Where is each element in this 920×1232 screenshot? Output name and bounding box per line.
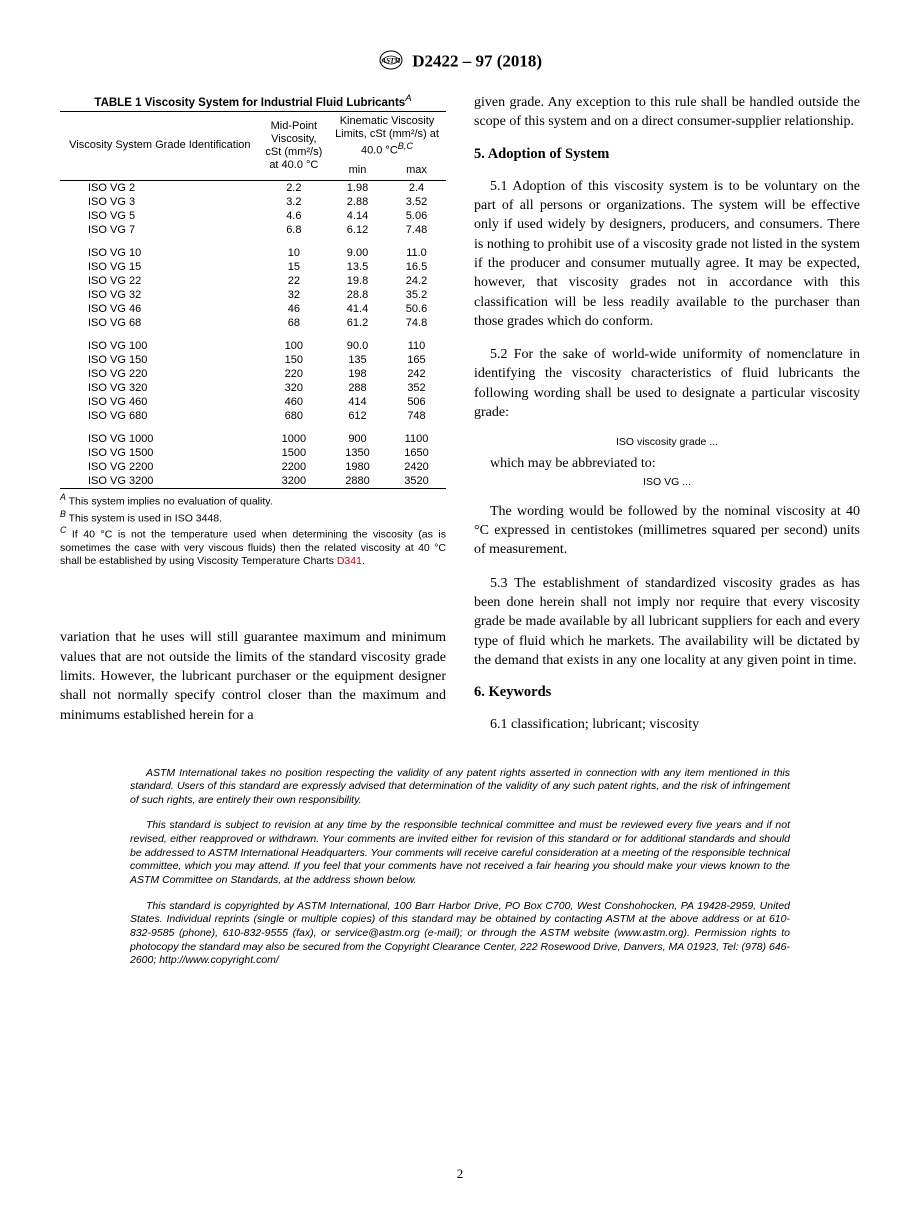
- th-max: max: [387, 161, 446, 181]
- table-row: ISO VG 33.22.883.52: [60, 195, 446, 209]
- left-column: TABLE 1 Viscosity System for Industrial …: [60, 93, 446, 749]
- svg-text:ASTM: ASTM: [380, 57, 401, 65]
- table-row: ISO VG 22.21.982.4: [60, 181, 446, 196]
- th-midpoint: Mid-Point Viscosity, cSt (mm²/s) at 40.0…: [260, 111, 328, 180]
- para-5-2: 5.2 For the sake of world-wide uniformit…: [474, 345, 860, 422]
- table-row: ISO VG 323228.835.2: [60, 288, 446, 302]
- page-header: ASTM D2422 – 97 (2018): [60, 50, 860, 75]
- table-row: ISO VG 460460414506: [60, 395, 446, 409]
- section-5-heading: 5. Adoption of System: [474, 146, 860, 163]
- para-5-2-follow: The wording would be followed by the nom…: [474, 502, 860, 560]
- boilerplate-p2: This standard is subject to revision at …: [130, 819, 790, 887]
- th-grade: Viscosity System Grade Identification: [60, 111, 260, 180]
- table-row: ISO VG 150150135165: [60, 353, 446, 367]
- boilerplate: ASTM International takes no position res…: [130, 767, 790, 968]
- boilerplate-p3: This standard is copyrighted by ASTM Int…: [130, 900, 790, 968]
- left-continuation-para: variation that he uses will still guaran…: [60, 628, 446, 725]
- table-row: ISO VG 680680612748: [60, 409, 446, 423]
- table-row: ISO VG 151513.516.5: [60, 260, 446, 274]
- table-title: TABLE 1 Viscosity System for Industrial …: [60, 93, 446, 109]
- right-top-para: given grade. Any exception to this rule …: [474, 93, 860, 132]
- table-row: ISO VG 100010009001100: [60, 423, 446, 446]
- boilerplate-p1: ASTM International takes no position res…: [130, 767, 790, 808]
- para-5-1: 5.1 Adoption of this viscosity system is…: [474, 177, 860, 332]
- d341-link[interactable]: D341: [337, 555, 362, 567]
- para-5-3: 5.3 The establishment of standardized vi…: [474, 574, 860, 671]
- table-row: ISO VG 320320288352: [60, 381, 446, 395]
- table-footnotes: A This system implies no evaluation of q…: [60, 492, 446, 568]
- table-row: ISO VG 222219.824.2: [60, 274, 446, 288]
- table-row: ISO VG 10010090.0110: [60, 330, 446, 353]
- table-row: ISO VG 464641.450.6: [60, 302, 446, 316]
- table-row: ISO VG 220220198242: [60, 367, 446, 381]
- astm-logo-icon: ASTM: [378, 50, 404, 75]
- para-5-2-abbr: which may be abbreviated to:: [474, 454, 860, 473]
- viscosity-table: Viscosity System Grade Identification Mi…: [60, 111, 446, 489]
- standard-designation: D2422 – 97 (2018): [412, 51, 542, 70]
- table-row: ISO VG 1500150013501650: [60, 446, 446, 460]
- table-row: ISO VG 686861.274.8: [60, 316, 446, 330]
- main-columns: TABLE 1 Viscosity System for Industrial …: [60, 93, 860, 749]
- iso-vg-label: ISO VG ...: [474, 476, 860, 488]
- page-number: 2: [60, 1166, 860, 1182]
- para-6-1: 6.1 classification; lubricant; viscosity: [474, 715, 860, 734]
- th-min: min: [328, 161, 387, 181]
- table-row: ISO VG 76.86.127.48: [60, 223, 446, 237]
- table-row: ISO VG 54.64.145.06: [60, 209, 446, 223]
- right-column: given grade. Any exception to this rule …: [474, 93, 860, 749]
- section-6-heading: 6. Keywords: [474, 684, 860, 701]
- th-limits: Kinematic Viscosity Limits, cSt (mm²/s) …: [328, 111, 446, 161]
- table-row: ISO VG 2200220019802420: [60, 460, 446, 474]
- iso-grade-label: ISO viscosity grade ...: [474, 436, 860, 448]
- table-row: ISO VG 10109.0011.0: [60, 237, 446, 260]
- table-row: ISO VG 3200320028803520: [60, 474, 446, 489]
